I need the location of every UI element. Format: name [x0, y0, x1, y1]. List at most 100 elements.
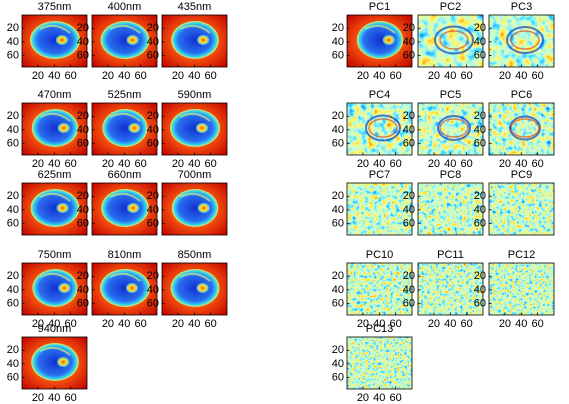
- image-panel: [162, 15, 227, 67]
- y-tick-label: 20: [474, 110, 486, 122]
- image-region: [197, 35, 209, 45]
- y-tick-label: 60: [147, 297, 159, 309]
- y-tick-label: 60: [474, 137, 486, 149]
- x-tick-label: 60: [390, 70, 402, 82]
- panel-title: 810nm: [108, 249, 142, 261]
- y-tick-label: 40: [147, 204, 159, 216]
- image-panel: [489, 263, 554, 315]
- y-tick-label: 60: [147, 217, 159, 229]
- x-tick-label: 40: [48, 70, 60, 82]
- image-noise: [489, 15, 554, 67]
- panel-title: 750nm: [38, 249, 72, 261]
- image-region: [57, 203, 69, 213]
- y-tick-label: 40: [403, 36, 415, 48]
- y-tick-label: 40: [7, 124, 19, 136]
- image-region: [383, 35, 395, 45]
- y-tick-label: 40: [403, 204, 415, 216]
- subplot: 400nm204060204060: [77, 1, 157, 82]
- x-tick-label: 40: [515, 318, 527, 330]
- y-tick-label: 40: [147, 124, 159, 136]
- y-tick-label: 60: [332, 371, 344, 383]
- x-tick-label: 20: [428, 158, 440, 170]
- y-tick-label: 20: [147, 270, 159, 282]
- panel-title: 850nm: [178, 249, 212, 261]
- x-tick-label: 60: [532, 70, 544, 82]
- y-tick-label: 20: [474, 190, 486, 202]
- image-region: [57, 357, 69, 367]
- y-tick-label: 40: [7, 204, 19, 216]
- y-tick-label: 40: [77, 36, 89, 48]
- panel-title: PC10: [366, 249, 394, 261]
- subplot: 470nm204060204060: [7, 89, 87, 170]
- x-tick-label: 60: [461, 70, 473, 82]
- y-tick-label: 40: [474, 36, 486, 48]
- y-tick-label: 20: [403, 270, 415, 282]
- panel-title: 375nm: [38, 1, 72, 13]
- image-panel: [22, 337, 87, 389]
- x-tick-label: 40: [444, 318, 456, 330]
- y-tick-label: 60: [332, 137, 344, 149]
- y-tick-label: 40: [332, 358, 344, 370]
- panel-title: PC2: [440, 1, 461, 13]
- y-tick-label: 20: [403, 190, 415, 202]
- x-tick-label: 20: [102, 70, 114, 82]
- panel-title: 940nm: [38, 323, 72, 335]
- subplot: PC12204060204060: [474, 249, 554, 330]
- y-tick-label: 60: [77, 297, 89, 309]
- x-tick-label: 20: [428, 318, 440, 330]
- y-tick-label: 20: [403, 22, 415, 34]
- image-panel: [489, 183, 554, 235]
- image-noise: [489, 263, 554, 315]
- x-tick-label: 20: [102, 318, 114, 330]
- y-tick-label: 20: [7, 110, 19, 122]
- x-tick-label: 60: [65, 392, 77, 404]
- image-region: [196, 123, 208, 133]
- x-tick-label: 40: [444, 70, 456, 82]
- image-panel: [162, 183, 227, 235]
- image-region: [127, 35, 139, 45]
- y-tick-label: 60: [7, 49, 19, 61]
- y-tick-label: 40: [332, 204, 344, 216]
- y-tick-label: 20: [77, 22, 89, 34]
- subplot: 940nm204060204060: [7, 323, 87, 404]
- subplot: 525nm204060204060: [77, 89, 157, 170]
- x-tick-label: 20: [499, 70, 511, 82]
- y-tick-label: 20: [332, 22, 344, 34]
- y-tick-label: 40: [147, 284, 159, 296]
- y-tick-label: 40: [474, 284, 486, 296]
- panel-title: 590nm: [178, 89, 212, 101]
- image-region: [127, 203, 139, 213]
- y-tick-label: 20: [7, 190, 19, 202]
- subplot: PC2204060204060: [403, 1, 483, 82]
- x-tick-label: 20: [32, 392, 44, 404]
- y-tick-label: 20: [332, 344, 344, 356]
- x-tick-label: 20: [428, 70, 440, 82]
- y-tick-label: 40: [7, 358, 19, 370]
- image-noise: [489, 103, 554, 155]
- x-tick-label: 40: [515, 70, 527, 82]
- y-tick-label: 60: [474, 297, 486, 309]
- subplot: 435nm204060204060: [147, 1, 227, 82]
- y-tick-label: 60: [332, 49, 344, 61]
- y-tick-label: 40: [332, 36, 344, 48]
- y-tick-label: 20: [332, 110, 344, 122]
- x-tick-label: 60: [532, 318, 544, 330]
- x-tick-label: 40: [118, 318, 130, 330]
- x-tick-label: 20: [499, 318, 511, 330]
- y-tick-label: 20: [403, 110, 415, 122]
- panel-title: PC13: [366, 323, 394, 335]
- y-tick-label: 60: [403, 49, 415, 61]
- y-tick-label: 40: [77, 204, 89, 216]
- image-panel: [162, 263, 227, 315]
- figure: 375nm204060204060400nm204060204060435nm2…: [0, 0, 569, 404]
- y-tick-label: 20: [474, 270, 486, 282]
- image-panel: [489, 15, 554, 67]
- x-tick-label: 40: [373, 392, 385, 404]
